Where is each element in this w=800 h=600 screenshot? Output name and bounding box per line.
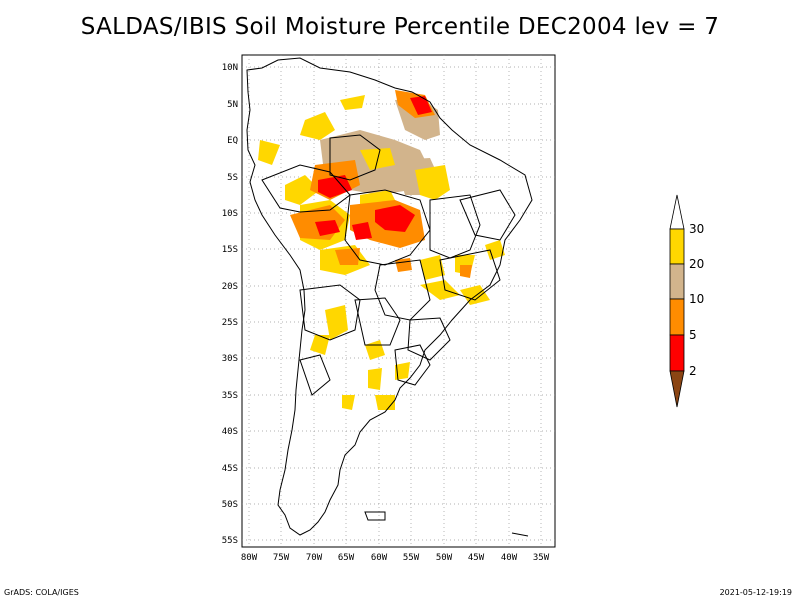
lat-axis-labels: 10N 5N EQ 5S 10S 15S 20S 25S 30S 35S 40S… [222,63,238,546]
map-title: SALDAS/IBIS Soil Moisture Percentile DEC… [80,14,720,40]
lat-label: 10N [222,63,238,73]
colorbar-bottom-arrow [669,370,685,408]
footer-timestamp: 2021-05-12-19:19 [719,588,792,597]
lat-label: 10S [222,209,238,219]
lat-label: 50S [222,500,238,510]
colorbar-label: 20 [689,257,704,271]
colorbar-top-arrow [669,194,685,230]
lat-label: 45S [222,464,238,474]
colorbar-label: 10 [689,292,704,306]
map-frame [241,54,556,548]
lat-label: 15S [222,245,238,255]
lon-label: 65W [338,553,355,563]
lon-label: 55W [403,553,420,563]
colorbar-label: 5 [689,328,697,342]
map-gridlines [242,55,555,547]
lat-label: 25S [222,318,238,328]
lat-label: EQ [227,136,238,146]
colorbar-label: 2 [689,364,697,378]
coastlines-borders [246,57,533,537]
colorbar-segment [669,334,685,372]
lat-label: 35S [222,391,238,401]
lat-label: 30S [222,354,238,364]
lon-label: 40W [501,553,518,563]
lat-label: 40S [222,427,238,437]
lon-label: 70W [306,553,323,563]
lat-label: 5S [227,173,238,183]
colorbar-segment [669,263,685,300]
colorbar-label: 30 [689,222,704,236]
lon-label: 50W [436,553,453,563]
colorbar: 30 20 10 5 2 [669,194,704,408]
colorbar-segment [669,298,685,336]
lon-label: 35W [533,553,550,563]
footer-credit: GrADS: COLA/IGES [4,588,79,597]
lat-label: 55S [222,536,238,546]
colorbar-segment [669,228,685,265]
lon-label: 80W [241,553,258,563]
lon-label: 60W [371,553,388,563]
lon-label: 75W [273,553,290,563]
lon-label: 45W [468,553,485,563]
lat-label: 20S [222,282,238,292]
lat-label: 5N [227,100,238,110]
lon-axis-labels: 80W 75W 70W 65W 60W 55W 50W 45W 40W 35W [241,553,550,563]
